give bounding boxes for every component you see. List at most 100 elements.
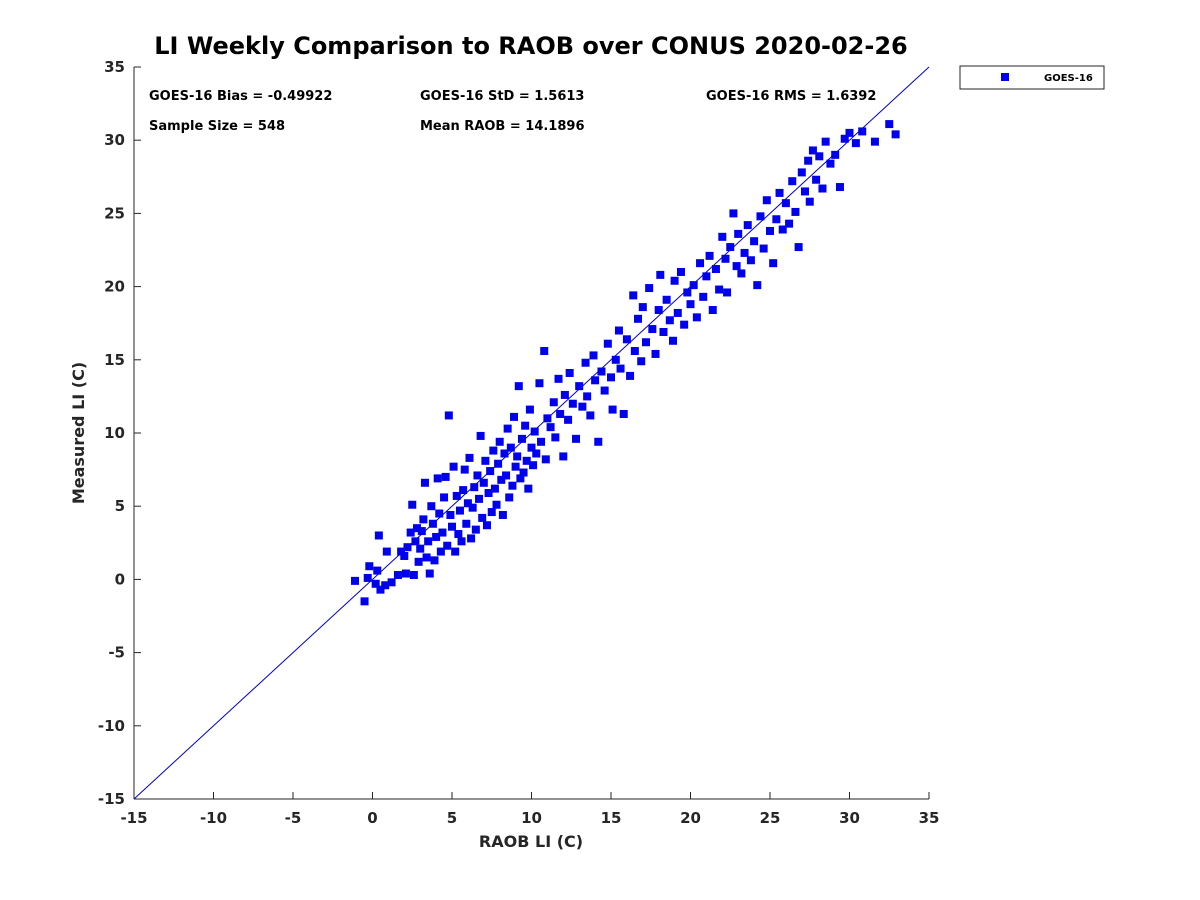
- data-point: [831, 150, 840, 159]
- data-point: [522, 456, 531, 465]
- data-point: [885, 120, 894, 129]
- data-point: [532, 449, 541, 458]
- data-point: [626, 371, 635, 380]
- data-point: [594, 437, 603, 446]
- data-point: [420, 478, 429, 487]
- x-tick-label: 35: [919, 809, 940, 827]
- data-point: [619, 409, 628, 418]
- x-tick-label: -15: [120, 809, 147, 827]
- data-point: [692, 313, 701, 322]
- data-point: [508, 481, 517, 490]
- data-point: [510, 412, 519, 421]
- data-point: [502, 471, 511, 480]
- data-point: [475, 494, 484, 503]
- data-point: [406, 528, 415, 537]
- data-point: [409, 571, 418, 580]
- data-point: [454, 530, 463, 539]
- data-point: [559, 452, 568, 461]
- data-point: [436, 547, 445, 556]
- x-tick-label: 20: [680, 809, 701, 827]
- data-point: [487, 508, 496, 517]
- data-point: [586, 411, 595, 420]
- data-point: [651, 349, 660, 358]
- y-tick-label: 20: [104, 278, 125, 296]
- data-point: [460, 465, 469, 474]
- data-point: [513, 452, 522, 461]
- data-point: [775, 188, 784, 197]
- data-point: [656, 270, 665, 279]
- data-point: [721, 254, 730, 263]
- data-point: [401, 569, 410, 578]
- x-tick-label: 0: [367, 809, 377, 827]
- data-point: [411, 537, 420, 546]
- data-point: [440, 493, 449, 502]
- data-point: [696, 259, 705, 268]
- data-point: [840, 134, 849, 143]
- data-point: [376, 585, 385, 594]
- data-point: [614, 326, 623, 335]
- data-point: [467, 534, 476, 543]
- data-point: [462, 519, 471, 528]
- y-tick-label: 0: [115, 570, 125, 588]
- data-point: [514, 382, 523, 391]
- data-point: [676, 267, 685, 276]
- data-point: [393, 571, 402, 580]
- data-point: [465, 453, 474, 462]
- data-point: [726, 243, 735, 252]
- data-point: [634, 314, 643, 323]
- data-point: [479, 478, 488, 487]
- data-point: [489, 446, 498, 455]
- data-point: [718, 232, 727, 241]
- data-point: [444, 411, 453, 420]
- data-point: [519, 468, 528, 477]
- data-point: [408, 500, 417, 509]
- data-point: [607, 373, 615, 382]
- legend-label-goes-16: GOES-16: [1044, 73, 1093, 84]
- data-point: [648, 325, 657, 334]
- data-point: [762, 196, 771, 205]
- data-point: [451, 547, 460, 556]
- data-point: [608, 405, 617, 414]
- data-point: [597, 367, 606, 376]
- data-point: [430, 556, 439, 565]
- data-point: [459, 486, 468, 495]
- data-point: [414, 557, 423, 566]
- data-point: [505, 493, 514, 502]
- data-point: [683, 288, 692, 297]
- data-point: [746, 256, 755, 265]
- data-point: [516, 474, 525, 483]
- data-point: [529, 461, 538, 470]
- data-point: [800, 187, 809, 196]
- data-point: [818, 184, 827, 193]
- legend-box: [959, 65, 1105, 90]
- x-tick-label: -10: [200, 809, 227, 827]
- data-point: [546, 423, 555, 432]
- data-point: [413, 524, 422, 533]
- y-tick-label: 10: [104, 424, 125, 442]
- data-point: [535, 379, 544, 388]
- data-point: [630, 347, 639, 356]
- data-point: [791, 207, 800, 216]
- data-point: [711, 265, 720, 274]
- data-point: [603, 339, 612, 348]
- data-point: [797, 168, 806, 177]
- y-tick-label: -5: [108, 644, 125, 662]
- data-point: [463, 499, 472, 508]
- data-point: [495, 437, 504, 446]
- data-point: [387, 578, 396, 587]
- data-point: [363, 573, 372, 582]
- data-point: [438, 528, 447, 537]
- y-tick-label: 30: [104, 131, 125, 149]
- data-point: [400, 551, 409, 560]
- data-point: [794, 243, 803, 252]
- data-point: [500, 449, 509, 458]
- data-point: [766, 226, 774, 235]
- data-point: [705, 251, 714, 260]
- data-point: [686, 300, 695, 309]
- data-point: [382, 547, 391, 556]
- data-point: [673, 308, 682, 317]
- data-point: [821, 137, 830, 146]
- data-point: [484, 489, 493, 498]
- data-point: [427, 502, 436, 511]
- data-point: [589, 351, 598, 360]
